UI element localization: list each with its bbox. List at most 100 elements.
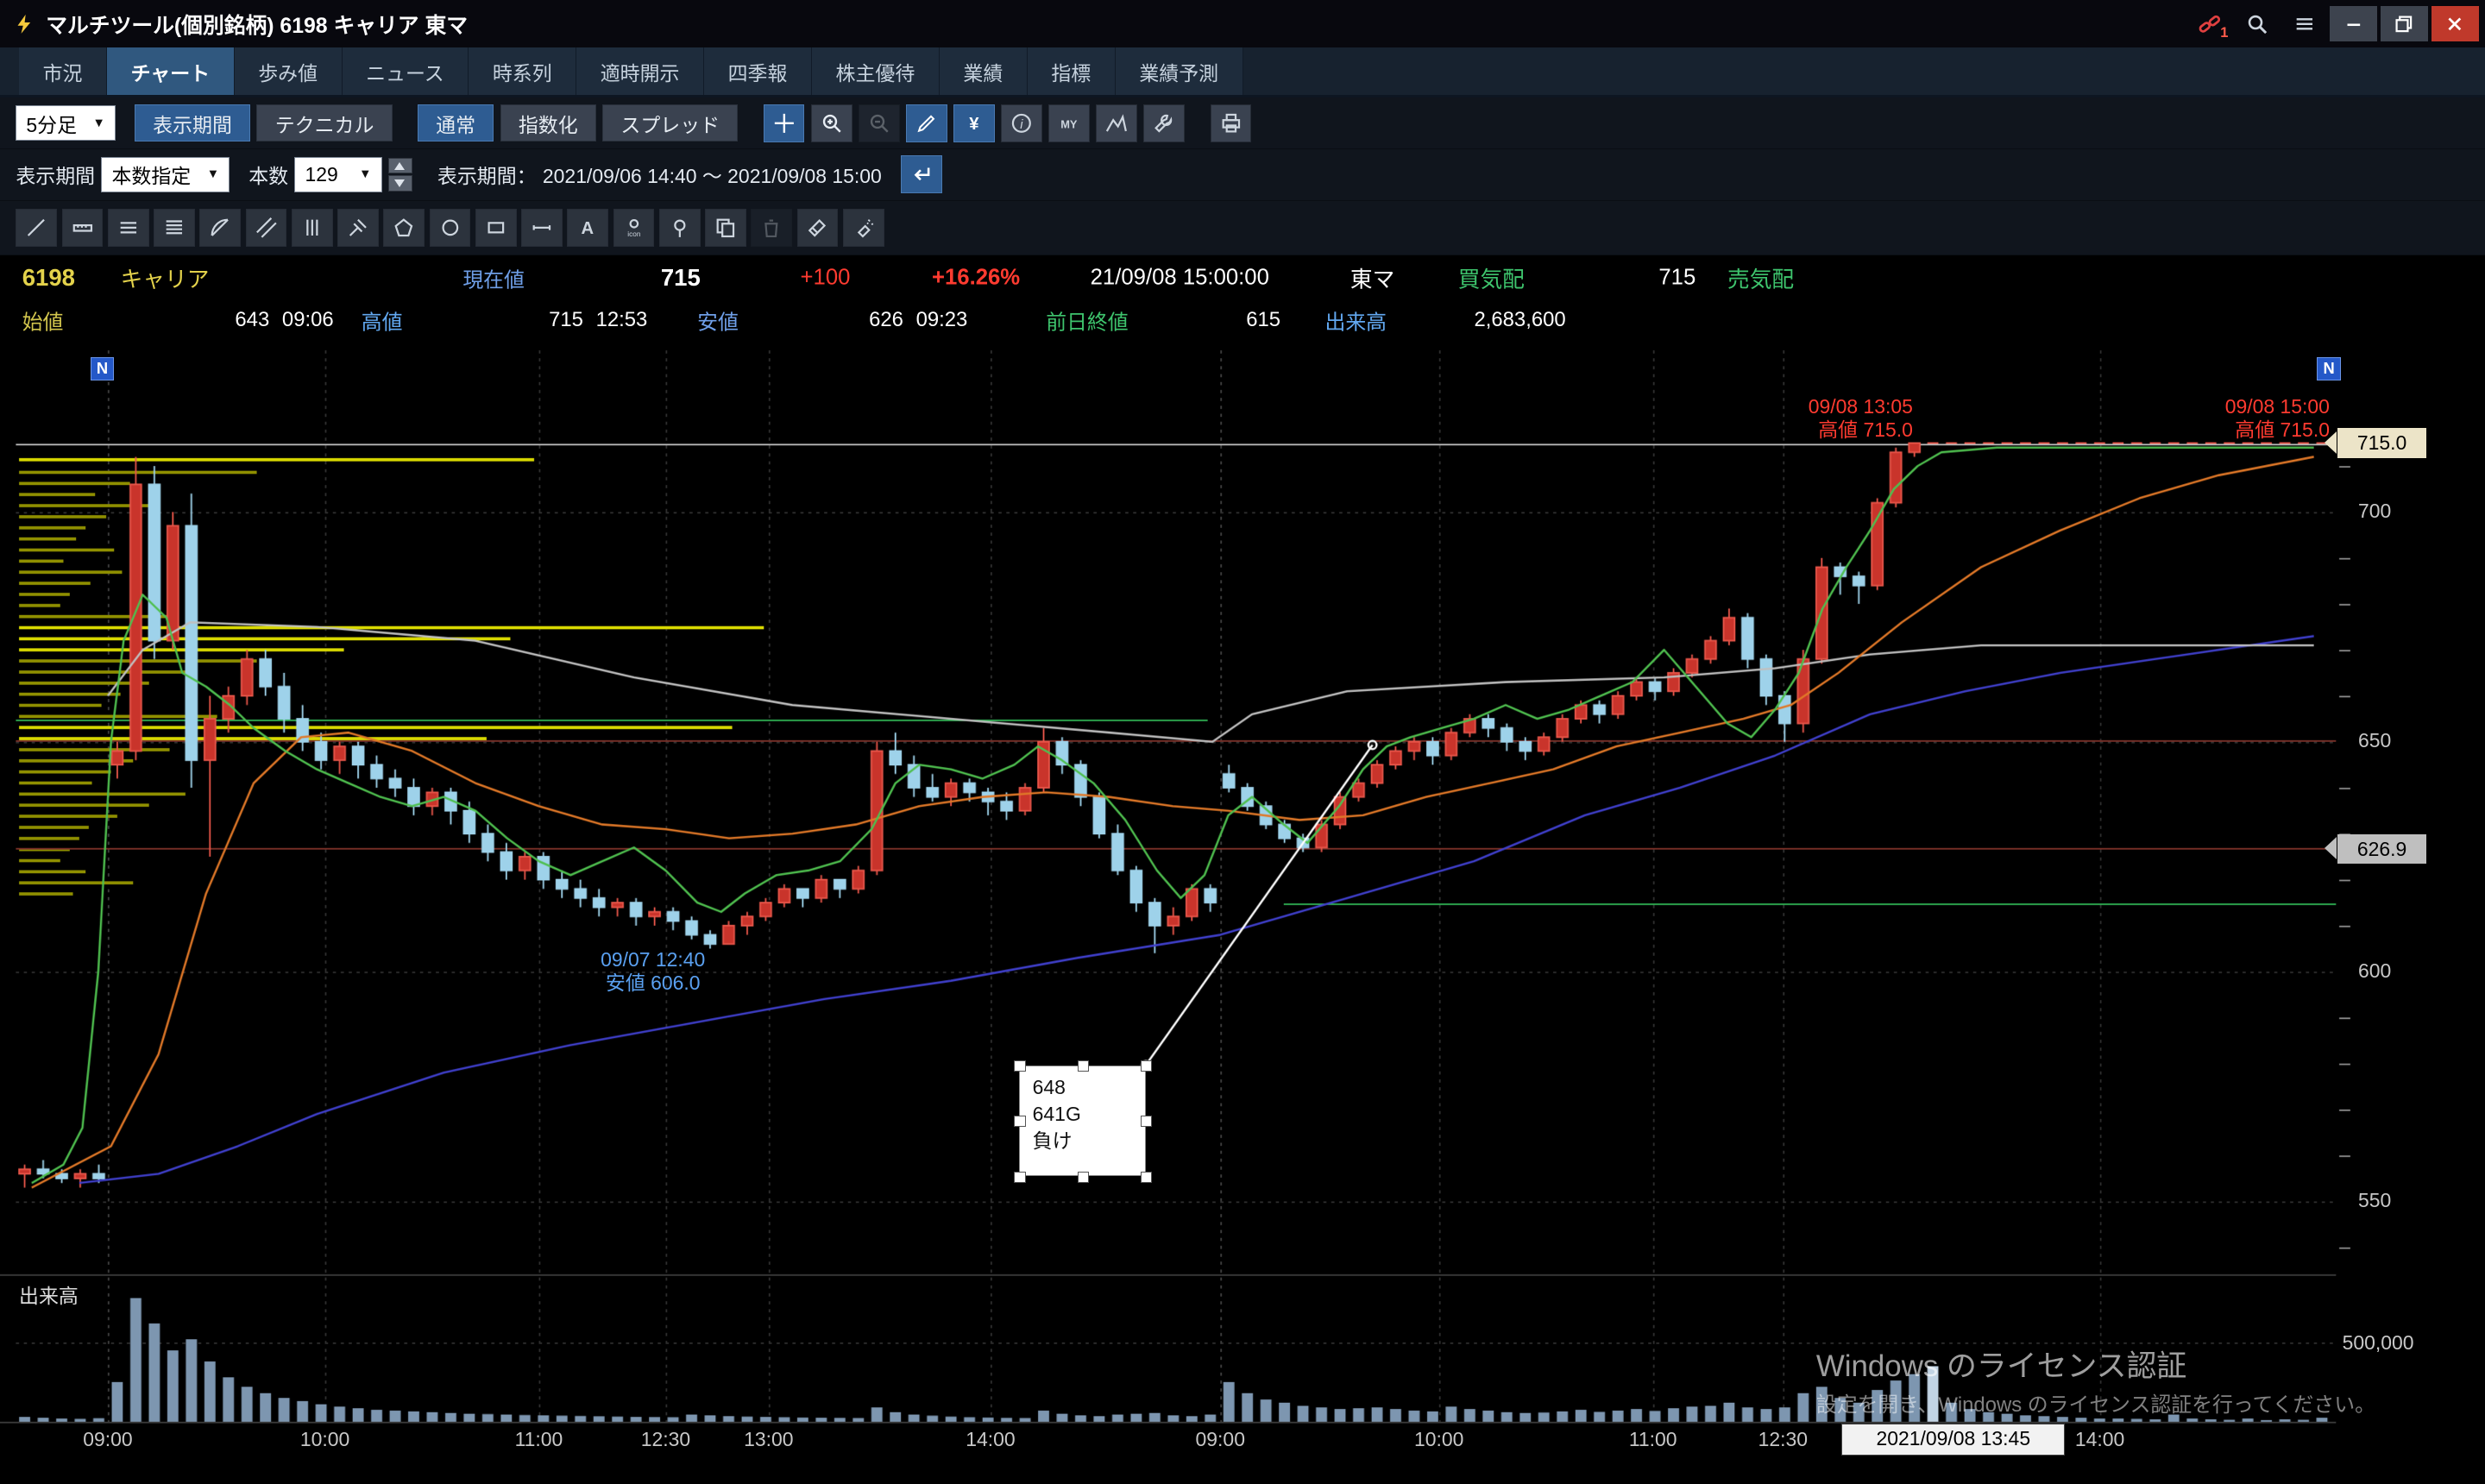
delete-tool-button[interactable] <box>751 208 793 247</box>
tab-shikyo[interactable]: 市況 <box>19 47 108 96</box>
count-input[interactable]: 129 ▼ <box>294 157 382 192</box>
high-annotation-1-date: 09/08 13:05 <box>1808 394 1913 418</box>
count-mode-select[interactable]: 本数指定 ▼ <box>101 157 230 192</box>
ellipse-tool-button[interactable] <box>429 208 471 247</box>
count-down-button[interactable] <box>387 175 412 192</box>
tab-chart[interactable]: チャート <box>107 47 235 96</box>
normal-mode-button[interactable]: 通常 <box>417 104 494 141</box>
channel-tool-button[interactable] <box>245 208 287 247</box>
vertical-lines-tool-button[interactable] <box>291 208 333 247</box>
spread-mode-button[interactable]: スプレッド <box>602 104 739 141</box>
price-chart-canvas[interactable] <box>0 341 2485 1459</box>
display-period-button[interactable]: 表示期間 <box>134 104 251 141</box>
note-box-resize-handle[interactable] <box>1014 1060 1026 1072</box>
minimize-button[interactable] <box>2330 6 2378 41</box>
chart-style-button[interactable] <box>1096 104 1138 142</box>
stock-name: キャリア <box>120 267 210 292</box>
quote-row-detail: 始値 643 09:06 高値 715 12:53 安値 626 09:23 前… <box>0 299 2485 342</box>
horizontal-segment-tool-button[interactable] <box>521 208 563 247</box>
note-annotation-box[interactable]: 648 641G 負け <box>1018 1065 1146 1177</box>
tab-gyoseki[interactable]: 業績 <box>939 47 1028 96</box>
draw-pencil-button[interactable] <box>905 104 947 142</box>
horizontal-lines-tool-button[interactable] <box>107 208 149 247</box>
high-time: 12:53 <box>595 308 648 332</box>
ruler-tool-button[interactable] <box>61 208 104 247</box>
clear-all-tool-button[interactable] <box>842 208 884 247</box>
period-toolbar: 表示期間 本数指定 ▼ 本数 129 ▼ 表示期間： 2021/09/06 14:4… <box>0 148 2485 201</box>
volume-scale-label: 500,000 <box>2342 1331 2414 1355</box>
time-axis-label: 12:30 <box>1758 1428 1808 1451</box>
prev-close-label: 前日終値 <box>1046 311 1129 335</box>
trendline-tool-button[interactable] <box>16 208 58 247</box>
windows-watermark-title: Windows のライセンス認証 <box>1815 1349 2187 1384</box>
volume-value: 2,683,600 <box>1474 308 1566 332</box>
yen-display-button[interactable]: ¥ <box>953 104 995 142</box>
chevron-down-icon: ▼ <box>92 116 105 130</box>
low-label: 安値 <box>697 311 739 335</box>
eraser-tool-button[interactable] <box>796 208 839 247</box>
copy-tool-button[interactable] <box>705 208 746 247</box>
quote-datetime: 21/09/08 15:00:00 <box>1090 265 1269 290</box>
icon-stamp-tool-button[interactable]: icon <box>613 208 655 247</box>
note-line-3: 負け <box>1032 1129 1073 1153</box>
technical-button[interactable]: テクニカル <box>256 104 393 141</box>
settings-wrench-button[interactable] <box>1143 104 1186 142</box>
tab-jikeiretsu[interactable]: 時系列 <box>469 47 577 96</box>
svg-text:A: A <box>582 219 595 238</box>
link-icon[interactable]: 1 <box>2189 6 2230 41</box>
note-box-resize-handle[interactable] <box>1014 1171 1026 1183</box>
tab-ayumine[interactable]: 歩み値 <box>234 47 343 96</box>
close-button[interactable] <box>2431 6 2479 41</box>
my-chart-button[interactable]: MY <box>1048 104 1090 142</box>
pentagon-tool-button[interactable] <box>383 208 425 247</box>
info-button[interactable]: i <box>1001 104 1042 142</box>
tab-shihyo[interactable]: 指標 <box>1027 47 1116 96</box>
note-box-resize-handle[interactable] <box>1077 1171 1089 1183</box>
note-box-resize-handle[interactable] <box>1141 1116 1153 1128</box>
print-button[interactable] <box>1210 104 1252 142</box>
low-annotation-value: 安値 606.0 <box>605 972 701 995</box>
note-box-resize-handle[interactable] <box>1141 1171 1153 1183</box>
tab-tekiji[interactable]: 適時開示 <box>576 47 705 96</box>
prev-close-value: 615 <box>1246 308 1281 332</box>
fibonacci-tool-button[interactable] <box>199 208 242 247</box>
price-label: 現在値 <box>462 268 525 292</box>
market-name: 東マ <box>1349 267 1395 292</box>
zoom-in-button[interactable] <box>810 104 852 142</box>
note-box-resize-handle[interactable] <box>1077 1060 1089 1072</box>
price-axis-label: 700 <box>2358 499 2392 522</box>
pitchfork-tool-button[interactable] <box>337 208 379 247</box>
search-icon[interactable] <box>2236 6 2278 41</box>
timeframe-select[interactable]: 5分足 ▼ <box>16 105 116 141</box>
zoom-out-button[interactable] <box>858 104 900 142</box>
secondary-price-tag: 626.9 <box>2325 833 2426 865</box>
menu-icon[interactable] <box>2284 6 2325 41</box>
rectangle-tool-button[interactable] <box>475 208 517 247</box>
time-axis-label: 14:00 <box>2074 1428 2125 1451</box>
news-marker-left[interactable]: N <box>90 356 115 381</box>
price-change: +100 <box>800 265 851 290</box>
news-marker-right[interactable]: N <box>2317 356 2341 381</box>
tab-yosoku[interactable]: 業績予測 <box>1115 47 1243 96</box>
reset-period-button[interactable] <box>900 155 942 194</box>
high-annotation-2-value: 高値 715.0 <box>2235 418 2330 442</box>
grid-lines-tool-button[interactable] <box>154 208 195 247</box>
quote-row-main: 6198 キャリア 現在値 715 +100 +16.26% 21/09/08 … <box>0 255 2485 300</box>
tab-yutai[interactable]: 株主優待 <box>811 47 940 96</box>
tab-news[interactable]: ニュース <box>342 47 469 96</box>
note-box-resize-handle[interactable] <box>1014 1116 1026 1128</box>
crosshair-button[interactable] <box>763 104 805 142</box>
price-axis-label: 600 <box>2358 959 2392 982</box>
title-bar: マルチツール(個別銘柄) 6198 キャリア 東マ 1 <box>0 0 2485 48</box>
count-up-button[interactable] <box>387 158 412 174</box>
bottom-strip <box>0 1458 2485 1484</box>
chevron-down-icon: ▼ <box>359 167 372 182</box>
bid-value: 715 <box>1658 265 1696 290</box>
maximize-button[interactable] <box>2380 6 2428 41</box>
text-tool-button[interactable]: A <box>567 208 609 247</box>
pin-tool-button[interactable] <box>658 208 701 247</box>
tab-shikiho[interactable]: 四季報 <box>704 47 812 96</box>
indexed-mode-button[interactable]: 指数化 <box>500 104 596 141</box>
chevron-down-icon: ▼ <box>206 167 220 182</box>
note-box-resize-handle[interactable] <box>1141 1060 1153 1072</box>
